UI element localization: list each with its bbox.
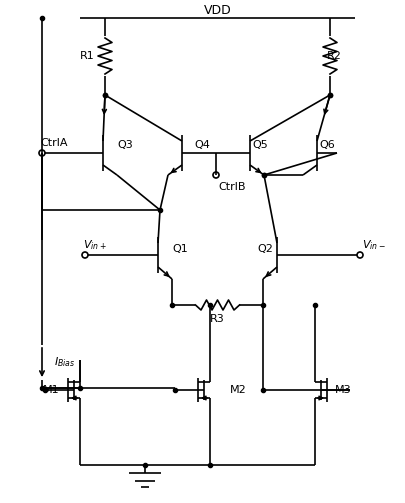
Text: Q3: Q3	[117, 140, 132, 150]
Text: R2: R2	[326, 51, 341, 61]
Text: Q6: Q6	[318, 140, 334, 150]
Text: $I_{Bias}$: $I_{Bias}$	[54, 355, 75, 369]
Text: R1: R1	[80, 51, 95, 61]
Text: Q2: Q2	[256, 244, 272, 254]
Text: Q1: Q1	[172, 244, 187, 254]
Text: R3: R3	[210, 314, 224, 324]
Text: CtrlB: CtrlB	[217, 182, 245, 192]
Text: $V_{in-}$: $V_{in-}$	[361, 238, 385, 252]
Text: Q5: Q5	[252, 140, 267, 150]
Text: M3: M3	[334, 385, 351, 395]
Text: M2: M2	[230, 385, 246, 395]
Text: Q4: Q4	[194, 140, 209, 150]
Text: M1: M1	[43, 385, 60, 395]
Text: VDD: VDD	[203, 4, 231, 17]
Text: $V_{in+}$: $V_{in+}$	[83, 238, 107, 252]
Text: CtrlA: CtrlA	[40, 138, 67, 148]
